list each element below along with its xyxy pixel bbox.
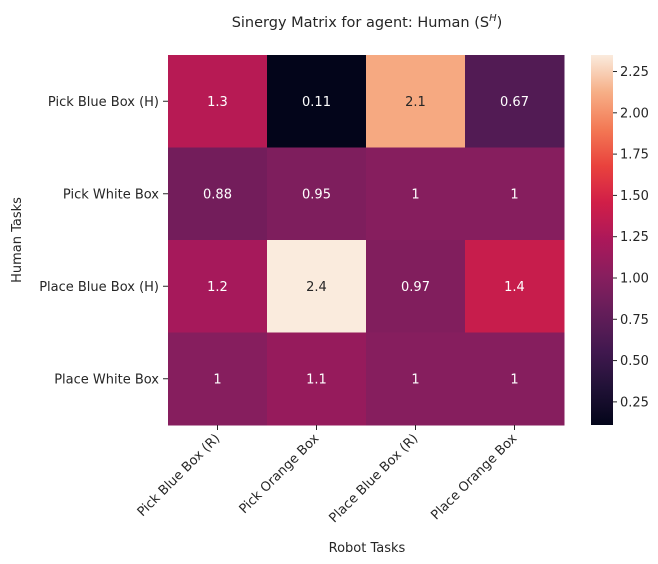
x-axis-label: Robot Tasks (329, 541, 406, 556)
colorbar-ticks: 0.25 0.50 0.75 1.00 1.25 1.50 1.75 2.00 2.25 (613, 65, 649, 410)
cell-value-label: 2.4 (306, 280, 327, 295)
cell-value-label: 1 (510, 372, 518, 387)
y-axis-ticks: Pick Blue Box (H) Pick White Box Place Blu… (39, 95, 168, 387)
colorbar-tick-label: 1.25 (620, 230, 649, 245)
heatmap-cell (465, 240, 565, 333)
x-axis-ticks: Pick Blue Box (R) Pick Orange Box Place Bl… (135, 425, 521, 526)
heatmap-cell (465, 55, 565, 148)
cell-value-label: 1 (213, 372, 221, 387)
x-tick-label: Place Blue Box (R) (327, 431, 422, 526)
chart-title: Sinergy Matrix for agent: Human (SH) (232, 13, 503, 31)
y-tick-label: Place White Box (54, 372, 159, 387)
heatmap-cell (465, 332, 565, 426)
cell-value-label: 0.88 (203, 187, 232, 202)
x-tick-label: Pick Orange Box (237, 431, 323, 517)
colorbar-tick-label: 1.00 (620, 271, 649, 286)
heatmap-cell (366, 240, 466, 333)
cell-value-label: 1.3 (207, 95, 228, 110)
y-tick-label: Place Blue Box (H) (39, 280, 159, 295)
cell-value-label: 1 (510, 187, 518, 202)
cell-value-label: 0.97 (401, 280, 430, 295)
y-tick-label: Pick White Box (63, 187, 159, 202)
colorbar (591, 55, 613, 425)
colorbar-tick-label: 0.50 (620, 354, 649, 369)
y-tick-label: Pick Blue Box (H) (48, 95, 159, 110)
heatmap-cell (168, 55, 268, 148)
cell-value-label: 1.2 (207, 280, 228, 295)
heatmap-cell (267, 332, 367, 426)
colorbar-tick-label: 2.00 (620, 106, 649, 121)
cell-value-label: 1 (411, 187, 419, 202)
heatmap-cell (267, 240, 367, 333)
colorbar-tick-label: 2.25 (620, 65, 649, 80)
colorbar-tick-label: 1.50 (620, 189, 649, 204)
cell-value-label: 1 (411, 372, 419, 387)
heatmap-cell (168, 147, 268, 241)
x-tick-label: Pick Blue Box (R) (135, 431, 224, 520)
cell-value-label: 0.11 (302, 95, 331, 110)
cell-value-label: 2.1 (405, 95, 426, 110)
colorbar-tick-label: 0.75 (620, 313, 649, 328)
cell-value-label: 1.1 (306, 372, 327, 387)
heatmap-cell (465, 147, 565, 241)
chart-title-superscript: H (489, 13, 497, 24)
heatmap-cell (267, 147, 367, 241)
heatmap-cell-labels: 1.3 0.11 2.1 0.67 0.88 0.95 1 1 1.2 2.4 0.97 1.4 1 1.… (203, 95, 529, 388)
colorbar-tick-label: 1.75 (620, 148, 649, 163)
y-axis-label: Human Tasks (10, 197, 25, 283)
cell-value-label: 1.4 (504, 280, 525, 295)
cell-value-label: 0.95 (302, 187, 331, 202)
cell-value-label: 0.67 (500, 95, 529, 110)
heatmap-cell (366, 147, 466, 241)
heatmap-cell (168, 332, 268, 426)
colorbar-tick-label: 0.25 (620, 395, 649, 410)
heatmap-cells (168, 55, 565, 426)
heatmap-cell (366, 55, 466, 148)
x-tick-label: Place Orange Box (428, 431, 520, 523)
heatmap-cell (267, 55, 367, 148)
heatmap-cell (168, 240, 268, 333)
heatmap-cell (366, 332, 466, 426)
